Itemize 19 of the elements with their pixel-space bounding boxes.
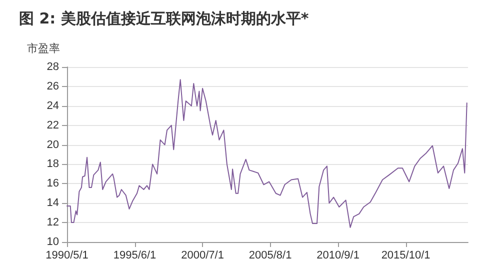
y-tick-label: 22 bbox=[46, 119, 59, 132]
y-tick-label: 12 bbox=[46, 216, 59, 229]
y-tick-label: 28 bbox=[46, 61, 59, 73]
y-tick-label: 24 bbox=[46, 100, 59, 112]
x-tick-label: 1990/5/1 bbox=[46, 250, 88, 262]
x-tick-label: 1995/6/1 bbox=[113, 250, 156, 262]
x-tick-label: 2000/7/1 bbox=[181, 250, 224, 262]
y-tick-label: 14 bbox=[46, 197, 59, 210]
y-axis-title: 市盈率 bbox=[27, 42, 60, 55]
line-series bbox=[66, 79, 468, 228]
y-tick-label: 16 bbox=[46, 178, 59, 190]
x-tick-label: 2015/10/1 bbox=[381, 250, 430, 262]
y-tick-label: 18 bbox=[46, 158, 59, 170]
x-tick-label: 2005/8/1 bbox=[248, 250, 292, 262]
x-tick-label: 2010/9/1 bbox=[316, 250, 360, 262]
y-tick-label: 10 bbox=[46, 236, 59, 248]
y-tick-label: 26 bbox=[46, 80, 59, 92]
chart-title: 图 2: 美股估值接近互联网泡沫时期的水平* bbox=[19, 10, 309, 28]
y-tick-label: 20 bbox=[46, 138, 59, 151]
